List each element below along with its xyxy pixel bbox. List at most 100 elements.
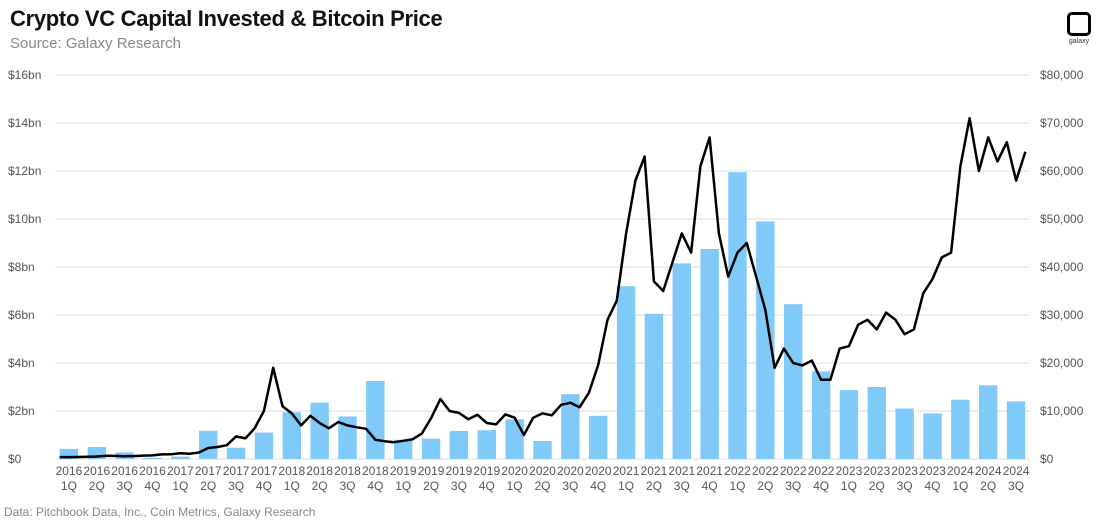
x-tick-quarter: 2Q — [534, 479, 550, 493]
x-tick-year: 2016 — [56, 464, 83, 478]
x-tick-year: 2022 — [808, 464, 835, 478]
bar — [672, 263, 691, 459]
x-tick-quarter: 2Q — [200, 479, 216, 493]
x-tick-quarter: 3Q — [117, 479, 133, 493]
left-tick-label: $6bn — [8, 308, 35, 322]
galaxy-logo: galaxy — [1062, 12, 1096, 45]
x-tick-year: 2018 — [278, 464, 305, 478]
bar — [644, 313, 664, 459]
x-tick-year: 2023 — [891, 464, 918, 478]
bar — [700, 249, 719, 459]
bar — [589, 415, 608, 459]
x-tick-year: 2018 — [334, 464, 361, 478]
x-tick-quarter: 3Q — [1008, 479, 1024, 493]
x-tick-year: 2023 — [836, 464, 863, 478]
bar — [226, 447, 246, 459]
bar — [282, 412, 301, 459]
x-tick-year: 2022 — [752, 464, 779, 478]
x-tick-year: 2021 — [613, 464, 640, 478]
bar — [171, 456, 190, 459]
x-tick-year: 2016 — [139, 464, 166, 478]
bar — [811, 371, 831, 459]
left-tick-label: $12bn — [8, 164, 41, 178]
bar — [951, 399, 970, 459]
bar — [784, 304, 803, 459]
bar — [394, 439, 413, 459]
left-tick-label: $2bn — [8, 404, 35, 418]
x-tick-year: 2023 — [919, 464, 946, 478]
x-tick-quarter: 4Q — [144, 479, 160, 493]
chart-title: Crypto VC Capital Invested & Bitcoin Pri… — [10, 6, 443, 31]
left-tick-label: $14bn — [8, 116, 41, 130]
left-tick-label: $8bn — [8, 260, 35, 274]
right-tick-label: $20,000 — [1040, 356, 1084, 370]
bar — [421, 438, 441, 459]
x-tick-year: 2019 — [473, 464, 500, 478]
bar — [59, 448, 79, 459]
x-tick-year: 2022 — [724, 464, 751, 478]
x-tick-quarter: 1Q — [618, 479, 634, 493]
x-tick-year: 2019 — [390, 464, 417, 478]
x-tick-year: 2024 — [947, 464, 974, 478]
x-tick-quarter: 1Q — [952, 479, 968, 493]
bar — [616, 286, 636, 459]
right-tick-label: $30,000 — [1040, 308, 1084, 322]
x-tick-quarter: 4Q — [813, 479, 829, 493]
x-tick-quarter: 4Q — [924, 479, 940, 493]
bar — [728, 172, 747, 459]
x-tick-year: 2017 — [251, 464, 278, 478]
right-tick-label: $80,000 — [1040, 68, 1084, 82]
x-tick-quarter: 1Q — [395, 479, 411, 493]
x-tick-year: 2016 — [111, 464, 138, 478]
x-tick-year: 2018 — [306, 464, 333, 478]
bar — [477, 430, 496, 459]
right-tick-label: $0 — [1040, 452, 1054, 466]
left-tick-label: $16bn — [8, 68, 41, 82]
x-tick-quarter: 1Q — [729, 479, 745, 493]
x-tick-year: 2018 — [362, 464, 389, 478]
bar — [1006, 401, 1026, 459]
x-tick-year: 2021 — [668, 464, 695, 478]
x-tick-quarter: 2Q — [646, 479, 662, 493]
bar — [310, 402, 329, 459]
x-tick-year: 2019 — [446, 464, 473, 478]
bar — [979, 385, 998, 459]
x-tick-quarter: 4Q — [256, 479, 272, 493]
x-tick-year: 2020 — [557, 464, 584, 478]
bar — [867, 387, 886, 459]
x-tick-quarter: 2Q — [423, 479, 439, 493]
bar — [756, 221, 775, 459]
x-tick-quarter: 4Q — [479, 479, 495, 493]
bitcoin-price-line — [59, 116, 1027, 459]
galaxy-logo-icon — [1067, 12, 1091, 36]
x-tick-quarter: 4Q — [702, 479, 718, 493]
right-tick-label: $50,000 — [1040, 212, 1084, 226]
x-tick-quarter: 1Q — [172, 479, 188, 493]
bar — [449, 430, 469, 459]
x-tick-year: 2020 — [529, 464, 556, 478]
x-tick-year: 2022 — [780, 464, 807, 478]
x-tick-quarter: 2Q — [312, 479, 328, 493]
x-tick-quarter: 1Q — [61, 479, 77, 493]
bar — [533, 441, 552, 459]
x-tick-quarter: 1Q — [507, 479, 523, 493]
x-tick-quarter: 3Q — [562, 479, 578, 493]
x-tick-year: 2017 — [195, 464, 222, 478]
bar — [895, 408, 914, 459]
x-tick-year: 2019 — [418, 464, 445, 478]
x-tick-year: 2020 — [585, 464, 612, 478]
bar — [923, 413, 942, 459]
bar — [561, 394, 580, 459]
x-tick-quarter: 3Q — [674, 479, 690, 493]
right-tick-label: $60,000 — [1040, 164, 1084, 178]
logo-text: galaxy — [1068, 38, 1090, 45]
x-tick-quarter: 2Q — [89, 479, 105, 493]
bar — [254, 432, 274, 459]
right-tick-label: $40,000 — [1040, 260, 1084, 274]
right-tick-label: $10,000 — [1040, 404, 1084, 418]
x-tick-quarter: 4Q — [590, 479, 606, 493]
x-tick-year: 2023 — [863, 464, 890, 478]
left-tick-label: $10bn — [8, 212, 41, 226]
